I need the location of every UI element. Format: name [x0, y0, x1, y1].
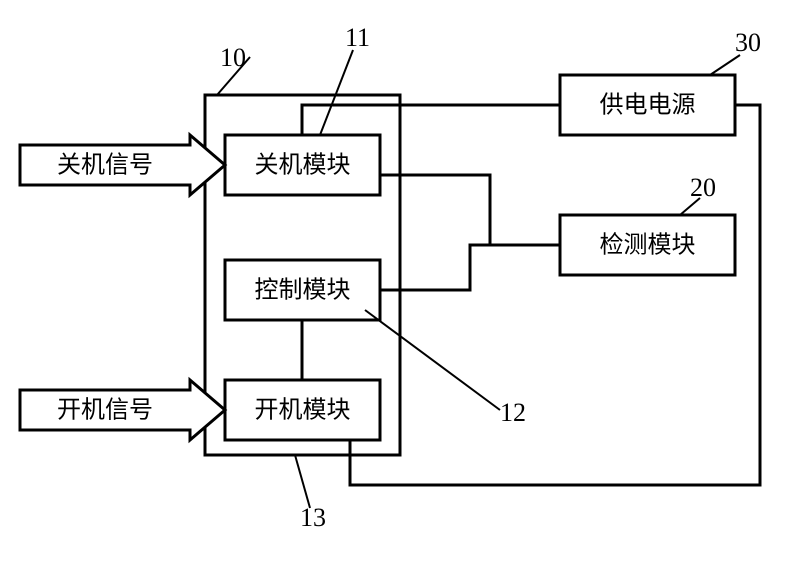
ref-number-20: 20 — [690, 173, 716, 202]
wire — [380, 175, 560, 245]
wire — [350, 105, 760, 485]
ref-number-10: 10 — [220, 43, 246, 72]
block-label-startup_module: 开机模块 — [255, 397, 351, 424]
leader-11 — [320, 50, 353, 135]
block-label-control_module: 控制模块 — [255, 277, 351, 304]
arrow-label-startup_signal: 开机信号 — [57, 397, 153, 424]
leader-30 — [710, 55, 740, 75]
ref-number-13: 13 — [300, 503, 326, 532]
wire — [302, 105, 560, 135]
leader-13 — [295, 455, 310, 508]
arrow-label-shutdown_signal: 关机信号 — [57, 152, 153, 179]
ref-number-12: 12 — [500, 398, 526, 427]
wire — [380, 245, 560, 290]
ref-number-30: 30 — [735, 28, 761, 57]
ref-number-11: 11 — [345, 23, 370, 52]
block-label-shutdown_module: 关机模块 — [255, 152, 351, 179]
leader-12 — [365, 310, 500, 410]
block-label-power_supply: 供电电源 — [600, 92, 696, 119]
block-label-detect_module: 检测模块 — [600, 232, 696, 259]
